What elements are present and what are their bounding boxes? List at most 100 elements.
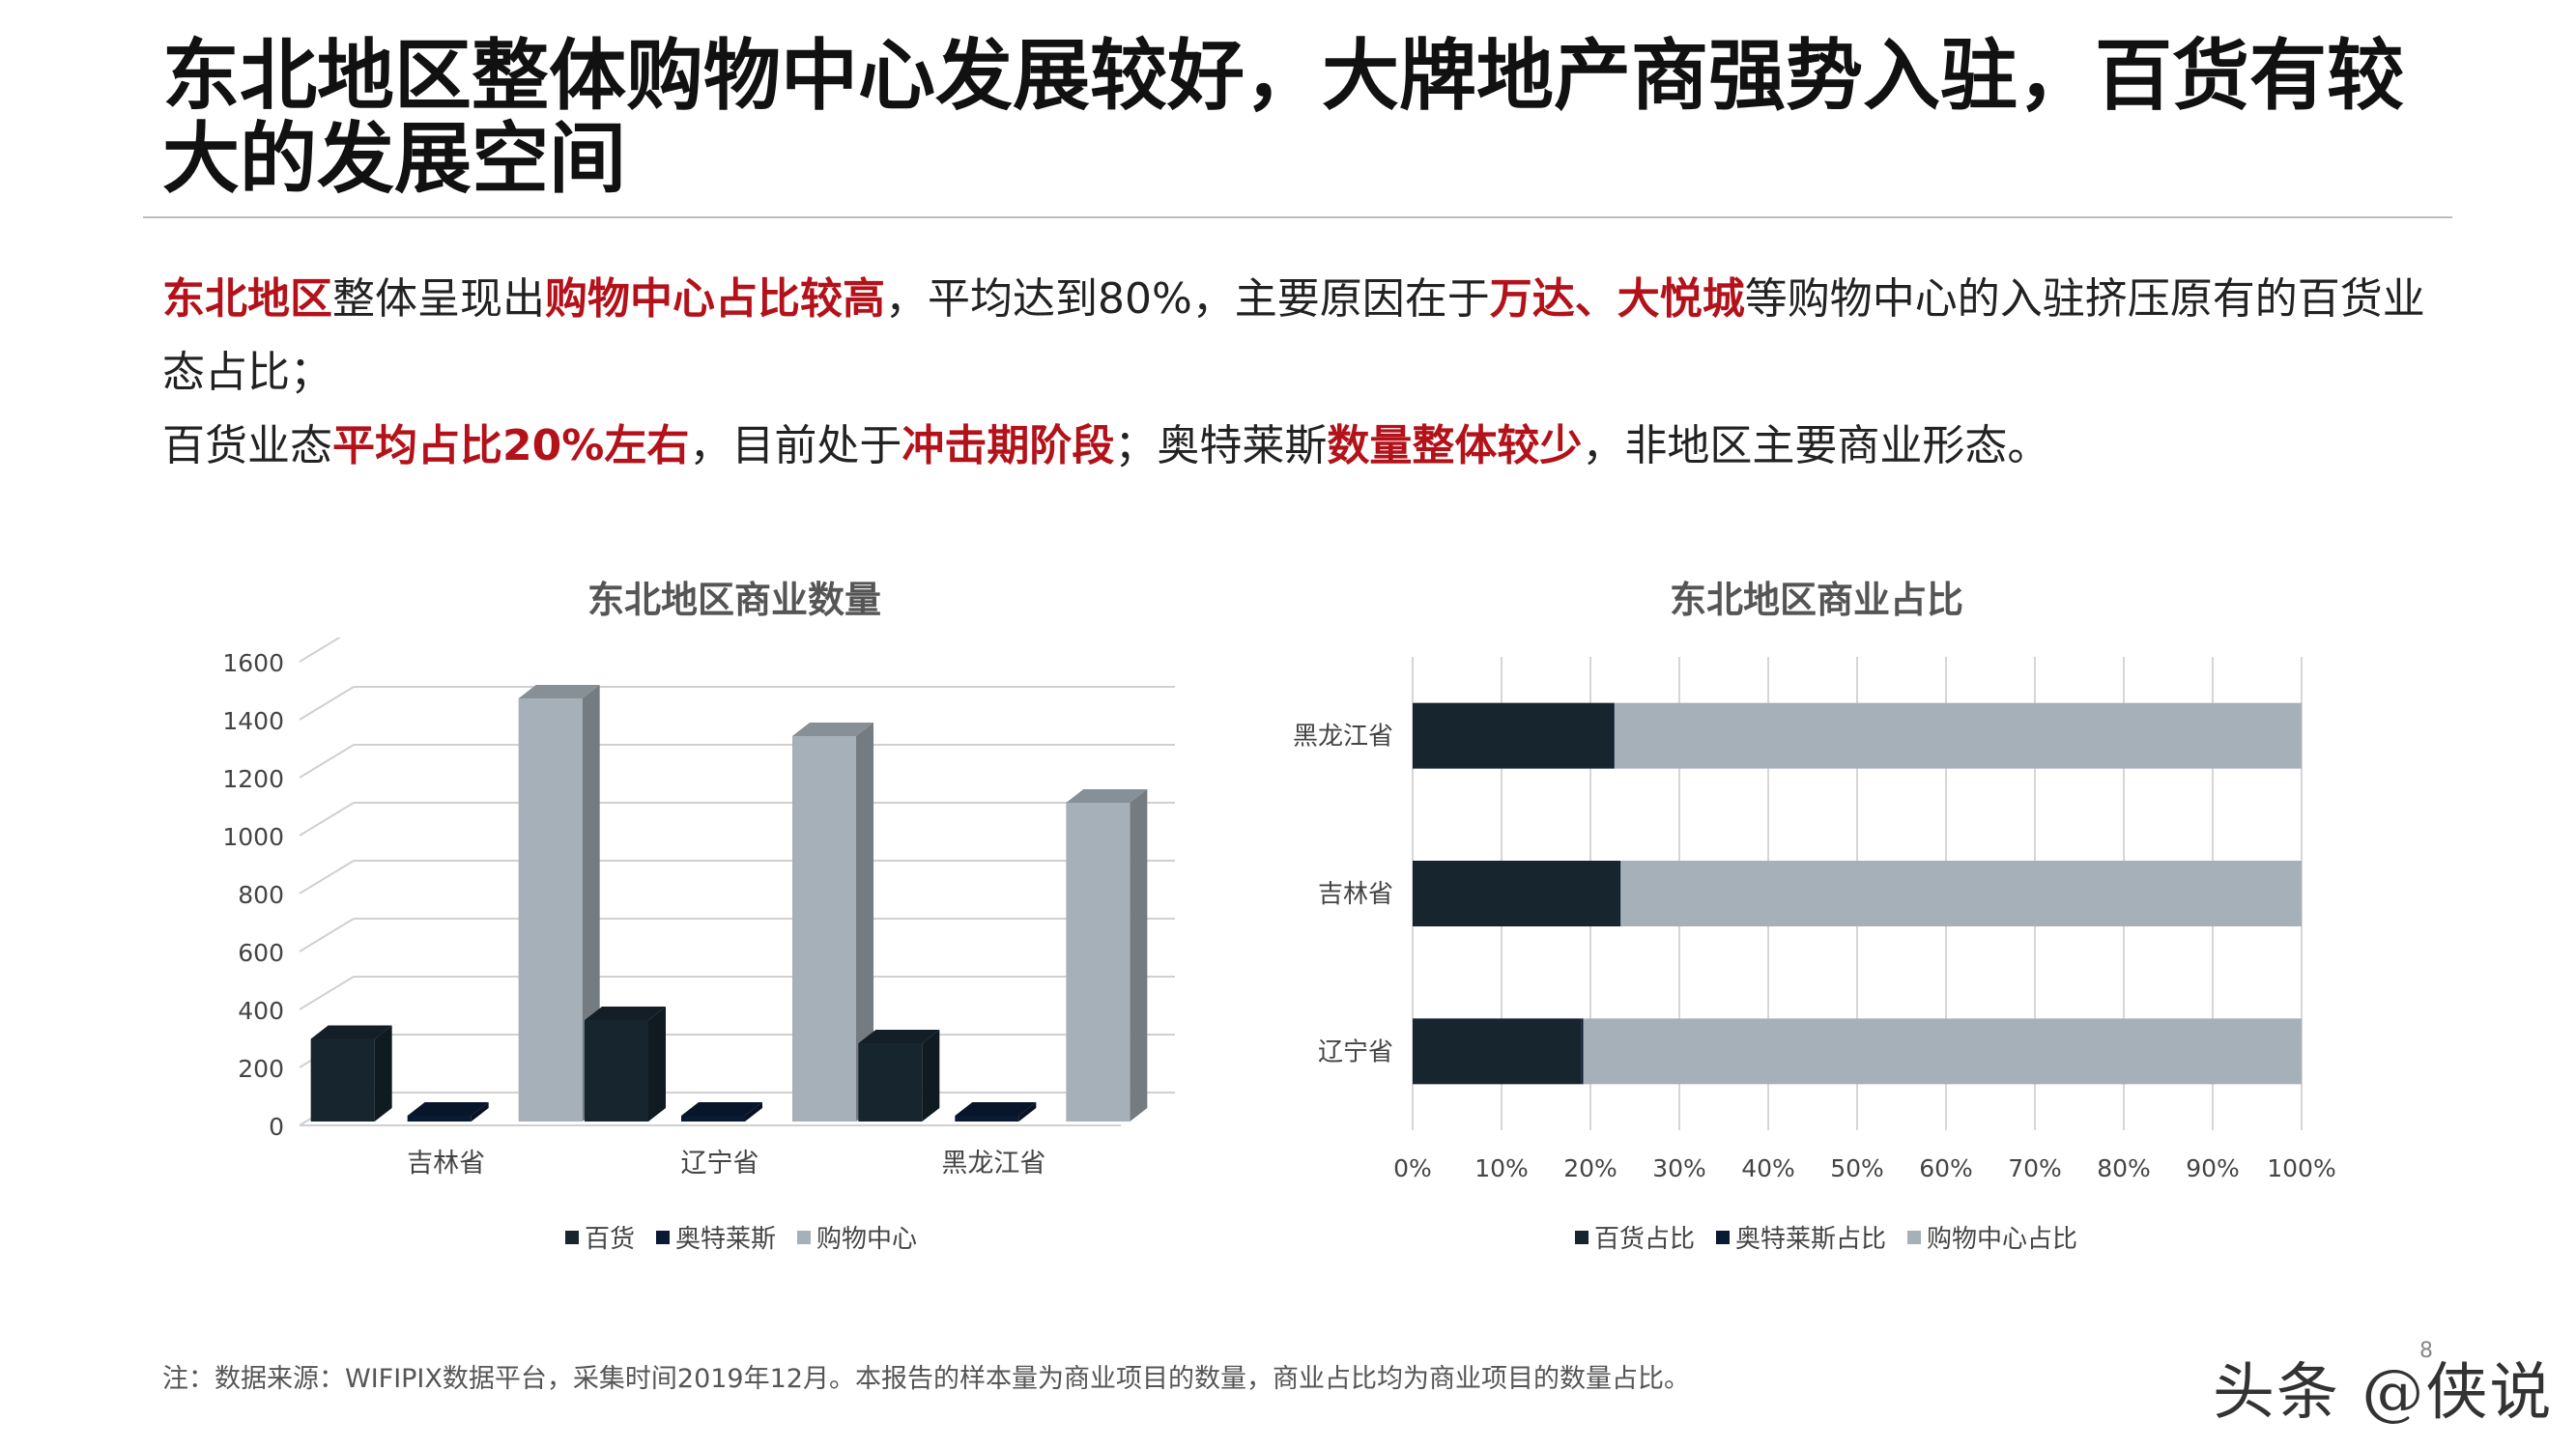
summary-text: 东北地区整体呈现出购物中心占比较高，平均达到80%，主要原因在于万达、大悦城等购…	[162, 263, 2462, 483]
legend-item: 百货占比	[1575, 1219, 1695, 1255]
summary-segment: ；奥特莱斯	[1114, 421, 1328, 470]
summary-segment: 东北地区	[162, 274, 332, 324]
y-category-label: 辽宁省	[1318, 1037, 1393, 1066]
bar-购物中心占比	[1583, 1018, 2302, 1085]
gridline-diagonal	[299, 638, 342, 663]
stacked-chart-legend: 百货占比 奥特莱斯占比 购物中心占比	[1575, 1219, 2077, 1255]
y-tick-label: 0	[269, 1113, 284, 1141]
legend-swatch	[1575, 1230, 1589, 1244]
bar-top-face	[1066, 789, 1148, 803]
summary-segment: 整体呈现出	[332, 274, 545, 324]
bar-购物中心	[518, 698, 583, 1122]
bar-side-face	[374, 1025, 392, 1122]
summary-segment: 万达、大悦城	[1489, 274, 1745, 324]
summary-segment: 等购物中心的入驻挤压原有的百货业态占比；	[162, 274, 2425, 397]
bar-top-face	[585, 1007, 666, 1020]
x-tick-label: 10%	[1474, 1154, 1529, 1182]
legend-label: 百货	[585, 1225, 636, 1254]
bar-top-face	[858, 1030, 940, 1043]
legend-item: 购物中心	[797, 1219, 917, 1255]
title-divider	[143, 216, 2452, 218]
bar-购物中心占比	[1614, 702, 2302, 769]
x-tick-label: 70%	[2008, 1154, 2062, 1182]
bar-chart-count: 0 200 400 600 800 1000 1200 1400 1600 吉林省 辽宁省 黑龙江省	[222, 638, 1175, 1179]
bar-chart-legend: 百货 奥特莱斯 购物中心	[565, 1219, 917, 1255]
bar-top-face	[955, 1102, 1037, 1116]
gridline-diagonal	[299, 686, 355, 721]
bar-百货	[858, 1043, 923, 1122]
bar-top-face	[681, 1102, 762, 1116]
gridline-diagonal	[299, 860, 355, 895]
stacked-bar-chart-share: 0% 10% 20% 30% 40% 50% 60% 70% 80% 90% 100% 黑龙江省吉林省…	[1293, 657, 2336, 1182]
gridline-diagonal	[299, 918, 355, 952]
summary-line-2: 百货业态平均占比20%左右，目前处于冲击期阶段；奥特莱斯数量整体较少，非地区主要…	[162, 410, 2462, 483]
bar-奥特莱斯	[681, 1116, 745, 1122]
y-tick-label: 1600	[222, 649, 284, 677]
stacked-chart-title: 东北地区商业占比	[1669, 579, 1963, 621]
legend-label: 购物中心占比	[1927, 1225, 2078, 1254]
summary-segment: ，目前处于	[689, 421, 902, 470]
bar-百货	[585, 1020, 648, 1122]
x-tick-label: 80%	[2097, 1154, 2151, 1182]
bar-side-face	[1018, 1102, 1037, 1122]
summary-segment: 百货业态	[162, 421, 332, 470]
legend-swatch	[797, 1230, 812, 1244]
gridline-diagonal	[299, 802, 355, 837]
bar-side-face	[648, 1007, 666, 1122]
y-tick-label: 200	[238, 1055, 284, 1083]
legend-swatch	[1907, 1230, 1922, 1244]
bar-side-face	[922, 1030, 940, 1122]
bar-奥特莱斯	[955, 1116, 1019, 1122]
x-tick-label: 0%	[1393, 1154, 1432, 1182]
bar-奥特莱斯占比	[1613, 702, 1615, 769]
bar-百货占比	[1413, 1018, 1582, 1085]
legend-label: 奥特莱斯	[675, 1225, 777, 1254]
bar-side-face	[471, 1102, 489, 1122]
x-tick-label: 40%	[1741, 1154, 1795, 1182]
x-tick-label: 90%	[2186, 1154, 2240, 1182]
page-title: 东北地区整体购物中心发展较好，大牌地产商强势入驻，百货有较大的发展空间	[162, 31, 2404, 204]
bar-百货	[310, 1038, 375, 1122]
legend-label: 百货占比	[1594, 1225, 1696, 1254]
y-tick-label: 400	[238, 997, 284, 1025]
gridline-diagonal	[299, 744, 355, 779]
bar-百货占比	[1413, 861, 1619, 926]
bar-奥特莱斯	[407, 1116, 472, 1122]
bar-奥特莱斯占比	[1618, 861, 1621, 926]
bar-top-face	[518, 685, 600, 698]
x-tick-label: 50%	[1830, 1154, 1884, 1182]
y-tick-label: 1200	[222, 765, 284, 793]
y-tick-label: 600	[238, 939, 284, 967]
bar-side-face	[856, 723, 873, 1122]
summary-segment: 冲击期阶段	[902, 421, 1115, 470]
x-tick-label: 60%	[1919, 1154, 1973, 1182]
watermark-logo: 头条 @侠说	[2213, 1357, 2554, 1429]
page-number: 8	[2419, 1339, 2433, 1363]
x-category-label: 黑龙江省	[941, 1149, 1045, 1179]
bar-top-face	[407, 1102, 489, 1116]
y-category-label: 吉林省	[1318, 880, 1393, 909]
x-tick-label: 100%	[2267, 1154, 2335, 1182]
bar-side-face	[745, 1102, 762, 1122]
y-tick-label: 800	[238, 881, 284, 909]
legend-swatch	[656, 1230, 671, 1244]
x-tick-label: 30%	[1652, 1154, 1706, 1182]
bar-奥特莱斯占比	[1581, 1018, 1584, 1085]
legend-label: 奥特莱斯占比	[1735, 1225, 1887, 1254]
summary-segment: 购物中心占比较高	[545, 274, 885, 324]
y-category-label: 黑龙江省	[1293, 723, 1393, 752]
summary-segment: ，平均达到80%，主要原因在于	[885, 274, 1490, 324]
bar-top-face	[792, 723, 873, 736]
bar-side-face	[1130, 789, 1148, 1122]
legend-swatch	[565, 1230, 579, 1244]
x-tick-label: 20%	[1563, 1154, 1617, 1182]
y-tick-label: 1000	[222, 823, 284, 851]
summary-segment: 数量整体较少	[1327, 421, 1583, 470]
legend-item: 奥特莱斯	[656, 1219, 776, 1255]
legend-swatch	[1716, 1230, 1731, 1244]
bar-购物中心	[1066, 803, 1131, 1122]
legend-item: 百货	[565, 1219, 635, 1255]
bar-购物中心占比	[1620, 861, 2302, 926]
legend-item: 奥特莱斯占比	[1716, 1219, 1886, 1255]
legend-label: 购物中心	[816, 1225, 918, 1254]
